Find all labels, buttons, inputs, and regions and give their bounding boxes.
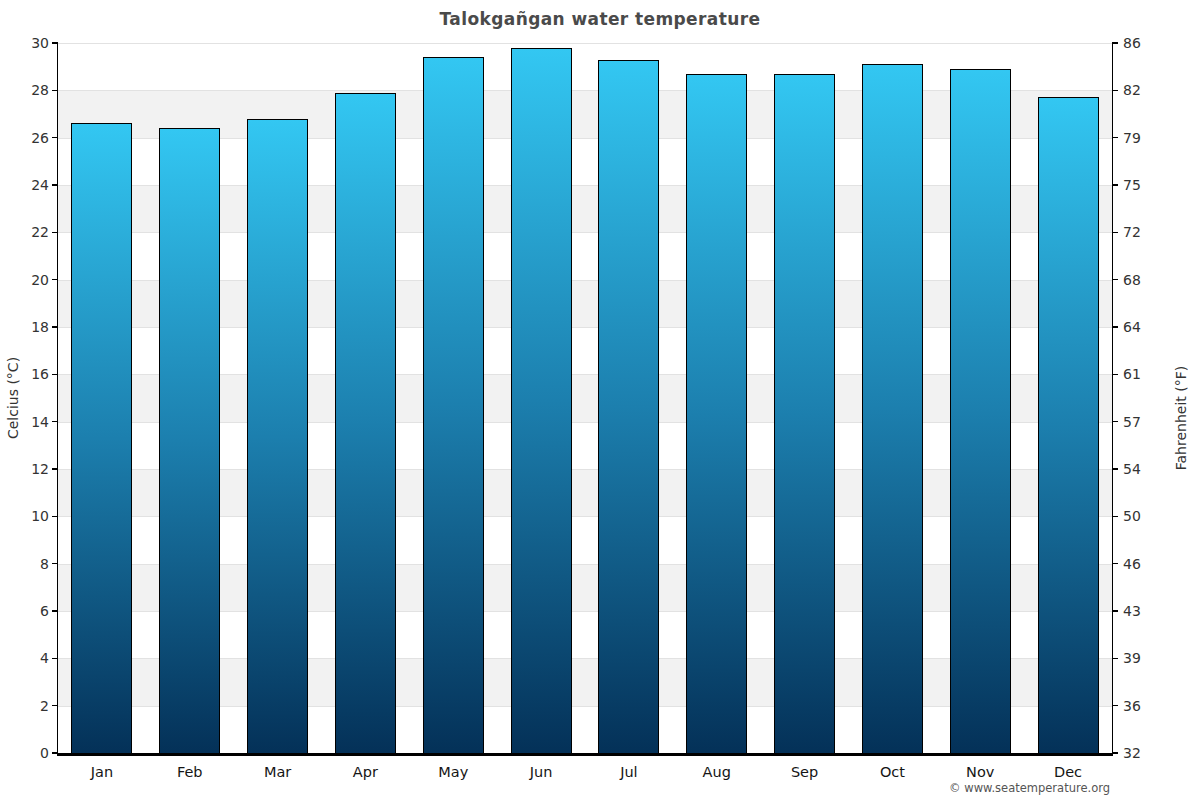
left-tick-mark (52, 326, 58, 328)
left-tick-mark (52, 421, 58, 423)
right-tick-mark (1112, 232, 1118, 234)
left-tick-mark (52, 705, 58, 707)
fahrenheit-tick-label: 54 (1123, 461, 1141, 477)
right-tick-mark (1112, 184, 1118, 186)
bar-dec (1038, 97, 1099, 753)
left-tick-mark (52, 232, 58, 234)
fahrenheit-tick-label: 64 (1123, 319, 1141, 335)
celsius-tick-label: 6 (40, 603, 49, 619)
right-tick-mark (1112, 658, 1118, 660)
fahrenheit-tick-label: 72 (1123, 224, 1141, 240)
chart-title: Talokgañgan water temperature (0, 9, 1200, 29)
right-tick-mark (1112, 752, 1118, 754)
celsius-tick-label: 8 (40, 556, 49, 572)
celsius-tick-label: 18 (31, 319, 49, 335)
x-tick-label-jul: Jul (585, 764, 673, 780)
fahrenheit-tick-label: 68 (1123, 272, 1141, 288)
fahrenheit-tick-label: 75 (1123, 177, 1141, 193)
left-tick-mark (52, 468, 58, 470)
left-tick-mark (52, 184, 58, 186)
fahrenheit-tick-label: 50 (1123, 508, 1141, 524)
left-tick-mark (52, 610, 58, 612)
gridline (58, 43, 1112, 44)
fahrenheit-tick-label: 82 (1123, 82, 1141, 98)
x-tick-label-jan: Jan (58, 764, 146, 780)
fahrenheit-tick-label: 32 (1123, 745, 1141, 761)
bar-mar (247, 119, 308, 753)
page: { "title": "Talokgañgan water temperatur… (0, 0, 1200, 800)
celsius-tick-label: 20 (31, 272, 49, 288)
fahrenheit-tick-label: 57 (1123, 414, 1141, 430)
bar-nov (950, 69, 1011, 753)
copyright-text: © www.seatemperature.org (949, 781, 1110, 795)
celsius-tick-label: 14 (31, 414, 49, 430)
fahrenheit-tick-label: 61 (1123, 366, 1141, 382)
bar-oct (862, 64, 923, 753)
left-tick-mark (52, 658, 58, 660)
celsius-tick-label: 2 (40, 698, 49, 714)
bar-jan (71, 123, 132, 753)
fahrenheit-tick-label: 36 (1123, 698, 1141, 714)
bar-may (423, 57, 484, 753)
bar-feb (159, 128, 220, 753)
right-tick-mark (1112, 705, 1118, 707)
fahrenheit-tick-label: 39 (1123, 650, 1141, 666)
celsius-tick-label: 16 (31, 366, 49, 382)
fahrenheit-tick-label: 86 (1123, 35, 1141, 51)
fahrenheit-tick-label: 79 (1123, 130, 1141, 146)
celsius-tick-label: 28 (31, 82, 49, 98)
right-tick-mark (1112, 374, 1118, 376)
right-axis-title: Fahrenheit (°F) (1173, 268, 1189, 568)
x-tick-label-jun: Jun (497, 764, 585, 780)
left-tick-mark (52, 563, 58, 565)
left-tick-mark (52, 137, 58, 139)
right-tick-mark (1112, 563, 1118, 565)
right-tick-mark (1112, 516, 1118, 518)
left-tick-mark (52, 42, 58, 44)
x-tick-label-may: May (409, 764, 497, 780)
right-tick-mark (1112, 610, 1118, 612)
fahrenheit-tick-label: 43 (1123, 603, 1141, 619)
left-tick-mark (52, 752, 58, 754)
bar-jul (598, 60, 659, 753)
left-tick-mark (52, 279, 58, 281)
right-tick-mark (1112, 421, 1118, 423)
left-tick-mark (52, 374, 58, 376)
bar-sep (774, 74, 835, 753)
left-tick-mark (52, 516, 58, 518)
celsius-tick-label: 24 (31, 177, 49, 193)
right-tick-mark (1112, 137, 1118, 139)
bar-apr (335, 93, 396, 753)
celsius-tick-label: 10 (31, 508, 49, 524)
celsius-tick-label: 12 (31, 461, 49, 477)
right-tick-mark (1112, 279, 1118, 281)
bar-aug (686, 74, 747, 753)
fahrenheit-tick-label: 46 (1123, 556, 1141, 572)
left-axis-title: Celcius (°C) (5, 248, 21, 548)
x-tick-label-nov: Nov (936, 764, 1024, 780)
bar-jun (511, 48, 572, 753)
right-tick-mark (1112, 90, 1118, 92)
right-tick-mark (1112, 42, 1118, 44)
plot-area: 3086288226792475227220681864166114571254… (57, 43, 1113, 756)
x-tick-label-aug: Aug (673, 764, 761, 780)
left-tick-mark (52, 90, 58, 92)
right-tick-mark (1112, 326, 1118, 328)
celsius-tick-label: 26 (31, 130, 49, 146)
celsius-tick-label: 4 (40, 650, 49, 666)
x-tick-label-feb: Feb (146, 764, 234, 780)
celsius-tick-label: 22 (31, 224, 49, 240)
celsius-tick-label: 30 (31, 35, 49, 51)
x-tick-label-oct: Oct (849, 764, 937, 780)
x-tick-label-sep: Sep (761, 764, 849, 780)
x-tick-label-apr: Apr (322, 764, 410, 780)
right-tick-mark (1112, 468, 1118, 470)
x-tick-label-dec: Dec (1024, 764, 1112, 780)
celsius-tick-label: 0 (40, 745, 49, 761)
x-tick-label-mar: Mar (234, 764, 322, 780)
